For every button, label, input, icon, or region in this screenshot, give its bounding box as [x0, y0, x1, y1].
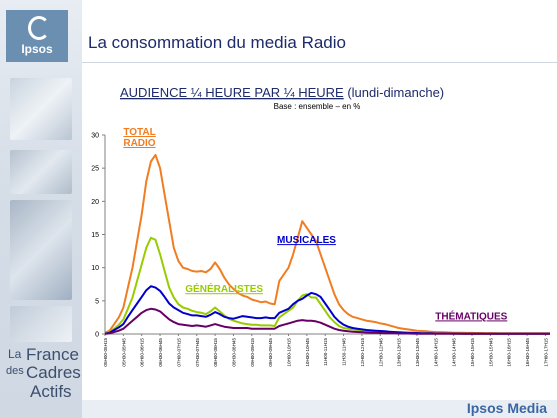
logo-wordmark: Ipsos — [21, 42, 53, 56]
badge-text-actifs: Actifs — [30, 382, 72, 401]
logo-ring-icon — [28, 16, 50, 40]
ipsos-logo: Ipsos — [6, 10, 68, 62]
series-label-total-radio: RADIO — [123, 138, 155, 149]
x-tick-label: 14H00-14H15 — [433, 338, 438, 367]
decor-photo-4 — [10, 306, 72, 342]
x-tick-label: 10H30-10H45 — [305, 338, 310, 367]
badge-text-cadres: Cadres — [26, 363, 81, 382]
x-tick-label: 16H30-16H45 — [525, 338, 530, 367]
x-tick-label: 15H30-15H45 — [488, 338, 493, 367]
x-tick-label: 11H00-11H15 — [323, 338, 328, 366]
chart-title-suffix: (lundi-dimanche) — [344, 85, 444, 100]
x-tick-label: 13H30-13H45 — [415, 338, 420, 367]
header-divider — [82, 62, 557, 63]
france-cadres-actifs-badge: La France des Cadres Actifs — [2, 345, 81, 405]
audience-chart: AUDIENCE ¼ HEURE PAR ¼ HEURE (lundi-dima… — [91, 85, 550, 367]
series-label-musicales: MUSICALES — [277, 235, 336, 246]
x-tick-label: 09H00-09H15 — [250, 338, 255, 367]
x-tick-label: 08H30-08H45 — [231, 338, 236, 367]
x-tick-label: 08H00-08H15 — [213, 338, 218, 367]
page-title: La consommation du media Radio — [88, 33, 346, 52]
x-tick-label: 12H30-12H45 — [378, 338, 383, 367]
y-tick-label: 0 — [95, 332, 99, 339]
chart-subtitle: Base : ensemble – en % — [274, 102, 361, 111]
decor-photo-3 — [10, 200, 72, 300]
x-tick-label: 05H00-05H15 — [103, 338, 108, 367]
x-tick-label: 15H00-15H15 — [470, 338, 475, 367]
footer-bar — [82, 400, 557, 418]
x-tick-label: 16H00-16H15 — [507, 338, 512, 367]
y-tick-label: 5 — [95, 298, 99, 305]
x-tick-label: 07H00-07H15 — [176, 338, 181, 367]
x-tick-label: 06H00-06H15 — [140, 338, 145, 367]
x-tick-label: 10H00-10H15 — [287, 338, 292, 367]
x-tick-label: 11H30-11H45 — [342, 338, 347, 366]
x-tick-label: 13H00-13H15 — [397, 338, 402, 367]
y-tick-label: 25 — [91, 166, 99, 173]
x-tick-label: 17H00-17H15 — [543, 338, 548, 367]
x-tick-label: 06H30-06H45 — [158, 338, 163, 367]
y-tick-label: 15 — [91, 232, 99, 239]
chart-title: AUDIENCE ¼ HEURE PAR ¼ HEURE (lundi-dima… — [120, 85, 444, 100]
x-tick-label: 05H30-05H45 — [121, 338, 126, 367]
y-tick-label: 30 — [91, 133, 99, 140]
series-label-total-radio: TOTAL — [123, 127, 155, 138]
x-tick-label: 14H30-14H45 — [452, 338, 457, 367]
badge-text-des: des — [6, 365, 24, 377]
y-tick-label: 10 — [91, 265, 99, 272]
decor-photo-2 — [10, 150, 72, 194]
decor-photo-1 — [10, 78, 72, 140]
series-label-th-matiques: THÉMATIQUES — [435, 309, 507, 322]
footer-brand: Ipsos Media — [466, 400, 547, 416]
badge-text-la: La — [8, 347, 22, 361]
sidebar-decoration: Ipsos La France des Cadres Actifs — [0, 0, 82, 418]
chart-title-main: AUDIENCE ¼ HEURE PAR ¼ HEURE — [120, 85, 344, 100]
y-tick-label: 20 — [91, 199, 99, 206]
badge-text-france: France — [26, 345, 79, 364]
series-line-th-matiques — [104, 307, 550, 335]
series-label-g-n-ralistes: GÉNÉRALISTES — [185, 282, 263, 295]
x-tick-label: 09H30-09H45 — [268, 338, 273, 367]
x-tick-label: 12H00-12H15 — [360, 338, 365, 367]
x-tick-label: 07H30-07H45 — [195, 338, 200, 367]
